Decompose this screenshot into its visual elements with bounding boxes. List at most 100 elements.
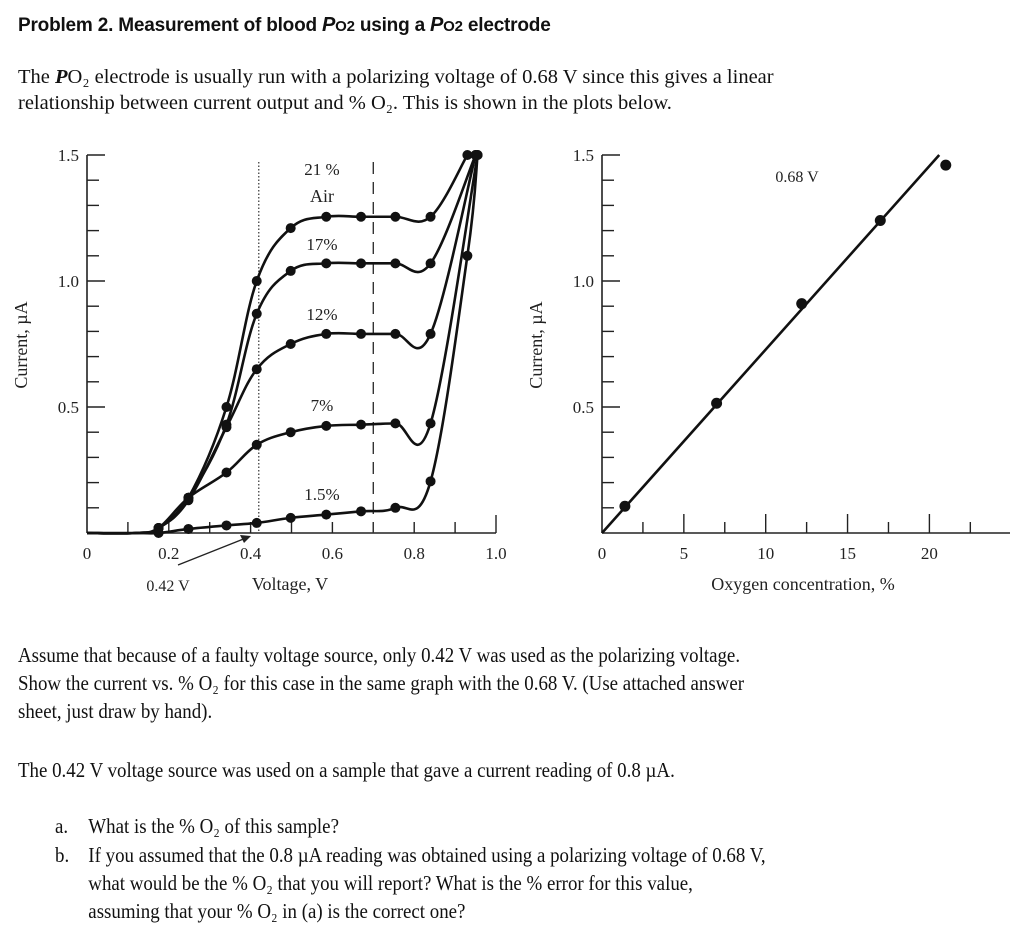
intro-line-1: The PO₂ electrode is usually run with a … (18, 64, 774, 91)
y-tick-label: 1.0 (58, 272, 79, 291)
question-list: a. What is the % O₂ of this sample? b. I… (55, 812, 955, 932)
x-axis-label: Voltage, V (252, 574, 328, 594)
data-point (356, 419, 367, 430)
x-tick-label: 0.6 (322, 544, 343, 563)
para2-line-1: Assume that because of a faulty voltage … (18, 643, 741, 667)
data-point (462, 150, 473, 160)
data-point (940, 159, 952, 171)
data-point (221, 402, 232, 412)
x-tick-label: 1.0 (485, 544, 506, 563)
curve-label: 12% (306, 305, 337, 324)
arrow-line (177, 537, 247, 566)
curve-label: 21 % (304, 160, 339, 179)
data-point (356, 211, 367, 222)
title-text: using a (354, 15, 431, 36)
x-tick-label: 0.8 (404, 544, 425, 563)
y-tick-label: 1.5 (573, 146, 594, 165)
data-point (390, 418, 401, 429)
data-point (321, 328, 332, 339)
curve-label: Air (310, 186, 334, 206)
data-point (285, 223, 296, 234)
x-tick-label: 0 (598, 544, 607, 563)
data-point (356, 258, 367, 269)
x-tick-label: 0.4 (240, 544, 262, 563)
data-point (251, 276, 262, 286)
text: The (18, 66, 55, 88)
question-text: If you assumed that the 0.8 µA reading w… (88, 843, 766, 867)
y-tick-label: 0.5 (573, 398, 594, 417)
text-p: P (55, 66, 68, 88)
x-axis-label: Oxygen concentration, % (711, 574, 894, 594)
intro-line-2: relationship between current output and … (18, 92, 672, 114)
data-point (462, 250, 473, 261)
title-p: P (430, 14, 444, 36)
data-point (251, 308, 262, 319)
data-point (425, 476, 436, 487)
title-o2: O2 (335, 18, 355, 35)
text-o2: O₂ (67, 66, 90, 88)
x-tick-label: 5 (680, 544, 689, 563)
data-point (390, 258, 401, 269)
y-tick-label: 0.5 (58, 398, 79, 417)
data-point (472, 150, 483, 160)
para2-line-2: Show the current vs. % O₂ for this case … (18, 671, 745, 695)
data-point (251, 439, 262, 450)
oxygen-current-chart: 0.5 1.0 1.5 Current, µA 0 5 10 15 20 Oxygen conce… (526, 146, 1010, 594)
data-point (285, 512, 296, 523)
data-point (285, 265, 296, 276)
data-point (390, 211, 401, 222)
data-point (390, 328, 401, 339)
data-point (221, 467, 232, 478)
data-point (221, 520, 232, 531)
data-point (221, 422, 232, 433)
title-text: electrode (462, 15, 551, 36)
x-tick-label: 15 (839, 544, 856, 563)
y-axis-label: Current, µA (526, 301, 546, 388)
data-point (183, 523, 194, 534)
y-axis-label: Current, µA (11, 301, 31, 388)
data-point (321, 509, 332, 520)
fit-line (601, 154, 941, 534)
title-text: Problem 2. Measurement of blood (18, 15, 322, 36)
x-tick-label: 20 (921, 544, 938, 563)
question-text: What is the % O₂ of this sample? (88, 814, 339, 838)
y-tick-label: 1.0 (573, 272, 594, 291)
para2-line-3: sheet, just draw by hand). (18, 699, 213, 723)
arrow-head (240, 535, 251, 543)
title-p: P (321, 14, 336, 36)
data-point (874, 215, 886, 227)
problem-title: Problem 2. Measurement of blood PO2 usin… (18, 14, 551, 37)
curve-line (87, 154, 479, 535)
voltage-current-chart: 0.5 1.0 1.5 Current, µA 0 0.2 0.4 0.6 0.8 1.0 Volt… (11, 146, 507, 595)
data-point (356, 328, 367, 339)
curve-label: 17% (306, 235, 337, 254)
curve-line (86, 154, 479, 535)
data-point (425, 328, 436, 339)
curve-label: 1.5% (304, 485, 339, 504)
data-point (251, 364, 262, 375)
data-point (251, 517, 262, 528)
x-tick-label: 0.2 (158, 544, 179, 563)
data-point (619, 500, 631, 512)
data-point (153, 528, 164, 538)
list-marker: b. (55, 843, 70, 867)
question-text: what would be the % O₂ that you will rep… (88, 871, 693, 895)
question-text: assuming that your % O₂ in (a) is the co… (88, 899, 466, 923)
x-tick-label: 10 (757, 544, 774, 563)
curve-line (86, 154, 477, 535)
list-marker: a. (55, 814, 69, 838)
data-point (390, 502, 401, 513)
x-tick-label: 0 (83, 544, 92, 563)
curve-line (86, 154, 477, 535)
data-point (321, 420, 332, 431)
data-point (796, 298, 808, 310)
para3: The 0.42 V voltage source was used on a … (18, 758, 675, 782)
data-point (711, 397, 723, 409)
data-point (425, 258, 436, 269)
curve-label: 7% (311, 396, 334, 415)
data-point (285, 339, 296, 349)
data-point (321, 211, 332, 222)
data-point (356, 506, 367, 517)
title-o2: O2 (443, 18, 463, 35)
